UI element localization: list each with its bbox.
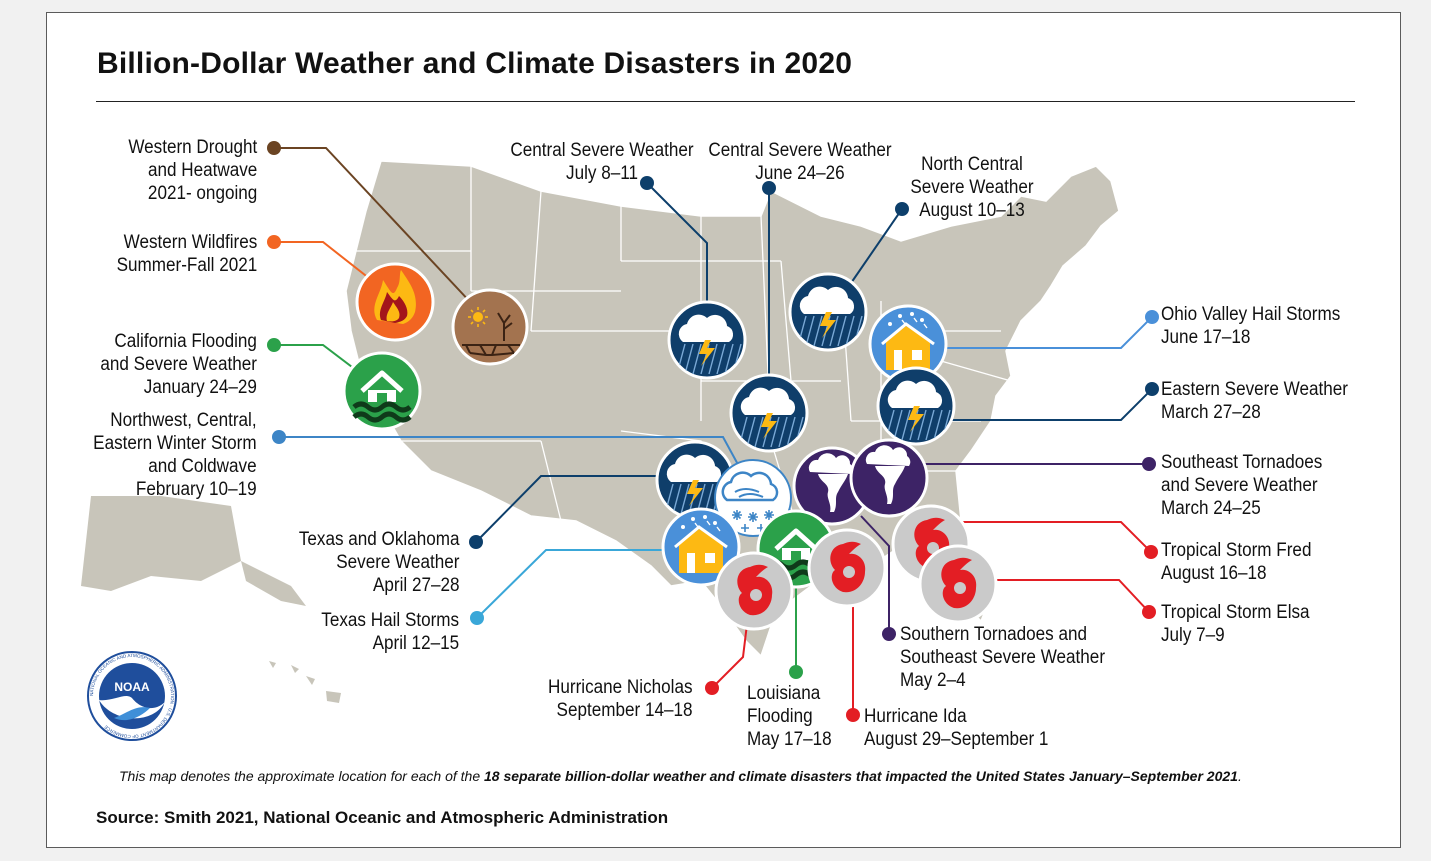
leader-texas-hail — [476, 549, 701, 619]
leader-ohio-hail — [908, 316, 1153, 349]
cloud-lightning-icon — [790, 274, 866, 350]
label-southern-tornadoes: Southern Tornadoes and Southeast Severe W… — [900, 624, 1106, 691]
cloud-lightning-icon — [669, 302, 745, 378]
title-divider — [96, 101, 1355, 102]
tornado-icon — [849, 438, 929, 518]
dot-winter-storm — [272, 430, 286, 444]
house-waves-icon — [344, 353, 420, 429]
dot-louisiana-flooding — [789, 665, 803, 679]
dot-north-central — [895, 202, 909, 216]
dot-western-drought — [267, 141, 281, 155]
leader-eastern-severe — [916, 388, 1153, 421]
label-central-july: Central Severe Weather July 8–11 — [510, 140, 694, 184]
dot-central-july — [640, 176, 654, 190]
hurricane-icon — [807, 528, 887, 608]
dot-central-june — [762, 181, 776, 195]
dot-texas-oklahoma — [469, 535, 483, 549]
dot-california-flooding — [267, 338, 281, 352]
label-southeast-tornadoes: Southeast Tornadoes and Severe Weather Mar… — [1161, 452, 1323, 519]
label-hurricane-nicholas: Hurricane Nicholas September 14–18 — [548, 677, 693, 721]
noaa-logo-text: NOAA — [114, 680, 150, 694]
alaska-tail — [241, 561, 306, 606]
dot-texas-hail — [470, 611, 484, 625]
footnote-text: This map denotes the approximate locatio… — [119, 768, 484, 784]
sun-dry-tree-icon — [451, 288, 529, 366]
leader-southern-tornadoes — [860, 515, 890, 634]
leader-north-central — [848, 208, 903, 287]
footnote: This map denotes the approximate locatio… — [119, 768, 1242, 784]
label-texas-hail: Texas Hail Storms April 12–15 — [321, 610, 459, 654]
dot-hurricane-ida — [846, 708, 860, 722]
leader-dots — [267, 141, 1159, 722]
label-ts-fred: Tropical Storm Fred August 16–18 — [1161, 540, 1312, 584]
flame-icon — [355, 262, 435, 342]
cloud-lightning-icon — [731, 375, 807, 451]
hurricane-icon — [714, 551, 794, 631]
label-central-june: Central Severe Weather June 24–26 — [708, 140, 892, 184]
dot-southern-tornadoes — [882, 627, 896, 641]
alaska — [81, 496, 241, 591]
cloud-lightning-icon — [878, 368, 954, 444]
page-title: Billion-Dollar Weather and Climate Disas… — [97, 47, 853, 80]
us-map: NOAA NATIONAL OCEANIC AND ATMOSPHERIC AD… — [81, 141, 1159, 741]
label-western-wildfires: Western Wildfires Summer-Fall 2021 — [116, 232, 257, 276]
label-eastern-severe: Eastern Severe Weather March 27–28 — [1161, 379, 1348, 423]
dot-ts-fred — [1144, 545, 1158, 559]
hurricane-icon — [918, 544, 998, 624]
map-frame: Billion-Dollar Weather and Climate Disas… — [46, 12, 1401, 848]
label-north-central: North Central Severe Weather August 10–13 — [910, 154, 1034, 221]
noaa-logo: NOAA NATIONAL OCEANIC AND ATMOSPHERIC AD… — [87, 651, 177, 741]
label-louisiana-flooding: Louisiana Flooding May 17–18 — [747, 683, 832, 750]
dot-ohio-hail — [1145, 310, 1159, 324]
footnote-end: . — [1237, 768, 1242, 784]
dot-western-wildfires — [267, 235, 281, 249]
footnote-emphasis: 18 separate billion-dollar weather and c… — [484, 768, 1238, 784]
hawaii — [269, 661, 341, 703]
source-credit: Source: Smith 2021, National Oceanic and… — [96, 808, 669, 827]
label-california-flooding: California Flooding and Severe Weather Jan… — [100, 331, 257, 398]
dot-hurricane-nicholas — [705, 681, 719, 695]
label-winter-storm: Northwest, Central, Eastern Winter Storm a… — [93, 410, 257, 500]
leader-ts-elsa — [958, 579, 1150, 613]
dot-ts-elsa — [1142, 605, 1156, 619]
label-western-drought: Western Drought and Heatwave 2021- ongoing — [128, 137, 257, 204]
label-texas-oklahoma: Texas and Oklahoma Severe Weather April 27… — [298, 529, 459, 596]
dot-eastern-severe — [1145, 382, 1159, 396]
label-ohio-hail: Ohio Valley Hail Storms June 17–18 — [1161, 304, 1341, 348]
leader-texas-oklahoma — [475, 475, 695, 543]
label-ts-elsa: Tropical Storm Elsa July 7–9 — [1161, 602, 1310, 646]
label-hurricane-ida: Hurricane Ida August 29–September 1 — [864, 706, 1049, 750]
dot-southeast-tornadoes — [1142, 457, 1156, 471]
leader-western-drought — [274, 147, 489, 322]
leader-ts-fred — [931, 521, 1152, 553]
